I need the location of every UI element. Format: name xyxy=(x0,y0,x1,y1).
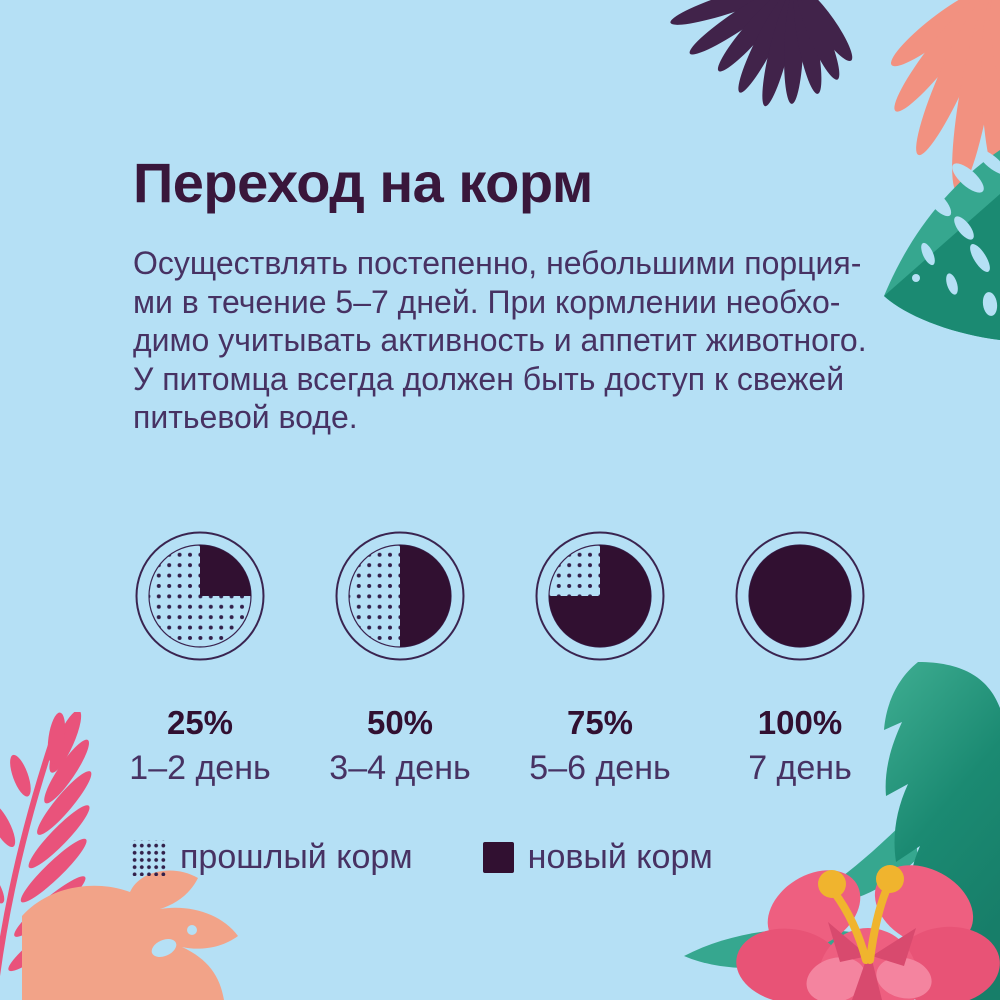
pie-chart-75-percent xyxy=(534,530,666,662)
pie-chart-25-percent xyxy=(134,530,266,662)
legend-label: новый корм xyxy=(527,838,713,876)
stage-day-1-2: 25% 1–2 день xyxy=(100,530,300,788)
stage-percent: 50% xyxy=(366,704,434,741)
intro-line: питьевой воде. xyxy=(133,399,358,435)
stages-row: 25% 1–2 день 50% 3–4 день 75% 5–6 день 1… xyxy=(100,530,900,788)
stage-days: 7 день xyxy=(748,749,852,787)
old-food-swatch-icon xyxy=(130,839,166,876)
stage-percent: 100% xyxy=(757,704,843,741)
pie-chart-100-percent xyxy=(734,530,866,662)
stage-day-5-6: 75% 5–6 день xyxy=(500,530,700,788)
intro-line: Осуществлять постепенно, небольшими порц… xyxy=(133,245,862,281)
pie-chart-50-percent xyxy=(334,530,466,662)
intro-text: Осуществлять постепенно, небольшими порц… xyxy=(133,244,867,437)
palm-frond-icon xyxy=(890,0,1000,192)
legend: прошлый корм новый корм xyxy=(130,838,713,877)
new-food-swatch-icon xyxy=(482,842,514,873)
intro-line: димо учитывать активность и аппетит живо… xyxy=(133,322,867,358)
intro-line: У питомца всегда должен быть доступ к св… xyxy=(133,360,845,397)
monstera-leaf-icon xyxy=(884,149,1000,340)
stage-day-3-4: 50% 3–4 день xyxy=(300,530,500,788)
stage-days: 5–6 день xyxy=(529,749,671,787)
legend-label: прошлый корм xyxy=(180,838,413,876)
stage-days: 3–4 день xyxy=(329,749,471,787)
monstera-leaf-icon xyxy=(22,870,238,1000)
stage-day-7: 100% 7 день xyxy=(700,530,900,788)
stage-days: 1–2 день xyxy=(129,749,271,787)
palm-frond-icon xyxy=(670,0,853,107)
legend-item-new-food: новый корм xyxy=(482,838,713,877)
intro-line: ми в течение 5–7 дней. При кормлении нео… xyxy=(133,283,841,320)
stage-percent: 75% xyxy=(566,704,634,741)
stage-percent: 25% xyxy=(166,704,234,741)
hibiscus-flower-icon xyxy=(736,865,1000,1000)
legend-item-old-food: прошлый корм xyxy=(130,838,413,877)
page-title: Переход на корм xyxy=(133,150,593,214)
